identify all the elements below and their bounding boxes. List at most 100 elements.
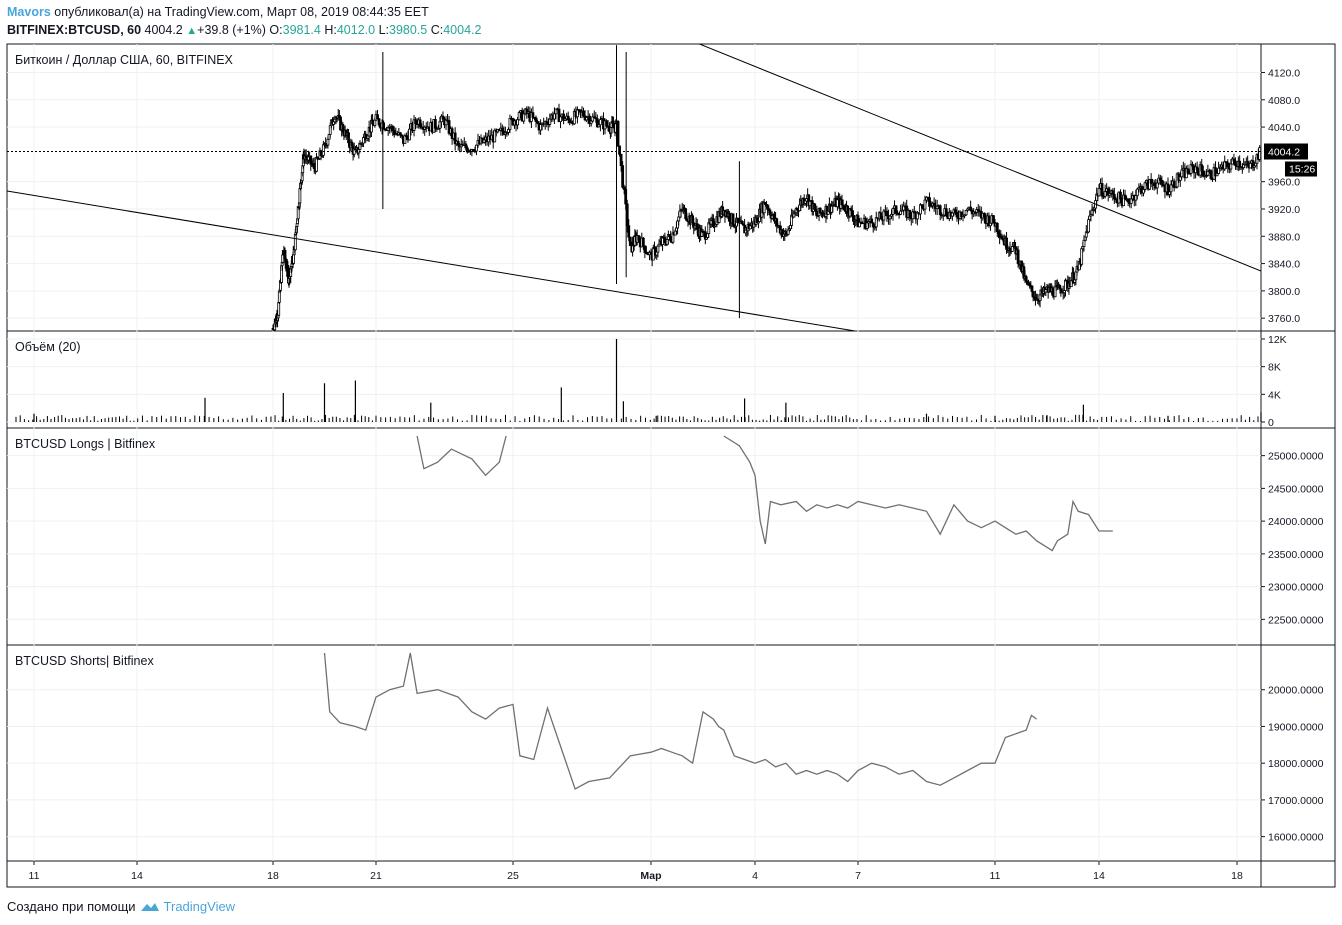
candle-body: [908, 209, 912, 217]
candle-body: [295, 223, 299, 227]
candle-body: [1166, 183, 1170, 196]
x-tick-label: 11: [990, 870, 1001, 882]
candle-body: [1162, 184, 1165, 187]
y-tick-label: 4K: [1268, 389, 1281, 401]
candle-body: [507, 129, 510, 133]
candle-body: [592, 116, 596, 119]
candle-body: [437, 127, 440, 130]
footer-text: Создано при помощи: [7, 899, 136, 914]
pane-title: Объём (20): [15, 340, 81, 354]
candle-body: [873, 226, 877, 229]
candle-body: [950, 212, 954, 217]
candle-body: [1226, 162, 1230, 168]
candle-body: [891, 208, 895, 215]
candle-body: [522, 113, 526, 122]
candle-body: [562, 113, 565, 121]
y-tick-label: 3760.0: [1268, 313, 1300, 325]
y-tick-label: 8K: [1268, 362, 1281, 374]
candle-body: [1112, 193, 1116, 200]
y-tick-label: 4080.0: [1268, 95, 1300, 107]
candle-body: [418, 119, 422, 128]
low-label: L:: [378, 23, 389, 37]
x-tick-label: 14: [1093, 870, 1105, 882]
candle-body: [925, 196, 928, 201]
candle-body: [882, 210, 886, 221]
candle-body: [326, 138, 330, 146]
y-tick-label: 16000.0000: [1268, 832, 1324, 844]
candle-body: [1013, 242, 1017, 248]
candle-body: [621, 165, 625, 188]
low-value: 3980.5: [389, 23, 428, 37]
candle-body: [858, 221, 861, 228]
candle-body: [944, 208, 948, 217]
candle-body: [456, 140, 460, 146]
candle-body: [1217, 167, 1220, 174]
candle-body: [403, 135, 407, 144]
candle-body: [591, 116, 595, 122]
candle-body: [618, 145, 621, 155]
candle-body: [1201, 170, 1205, 177]
candle-body: [1148, 179, 1151, 190]
candle-body: [377, 118, 381, 126]
candle-body: [1134, 195, 1138, 201]
candle-body: [482, 139, 486, 143]
candle-body: [1224, 161, 1228, 164]
candle-body: [1189, 164, 1193, 174]
symbol-label: BITFINEX:BTCUSD, 60: [7, 23, 142, 37]
price-series: [7, 44, 1261, 331]
candle-body: [1108, 193, 1112, 196]
candle-body: [643, 245, 647, 253]
candle-body: [928, 197, 931, 207]
candle-body: [890, 213, 893, 217]
resistance-trendline: [698, 44, 1261, 272]
author-name[interactable]: Mavors: [7, 5, 51, 19]
candle-body: [517, 112, 521, 121]
candle-body: [1168, 191, 1171, 196]
candle-body: [516, 119, 519, 126]
y-tick-label: 3920.0: [1268, 204, 1300, 216]
open-value: 3981.4: [282, 23, 321, 37]
candle-body: [1200, 164, 1204, 172]
candle-body: [1258, 147, 1261, 160]
candle-body: [1246, 161, 1250, 166]
candle-body: [637, 235, 641, 241]
y-tick-label: 23500.0000: [1268, 549, 1324, 561]
y-tick-label: 22500.0000: [1268, 614, 1324, 626]
tradingview-link[interactable]: TradingView: [163, 899, 236, 914]
published-text: опубликовал(а) на TradingView.com, Март …: [54, 5, 429, 19]
candle-body: [576, 109, 579, 118]
candle-body: [408, 128, 411, 141]
candle-body: [1097, 187, 1101, 197]
candle-body: [534, 117, 538, 122]
candle-body: [1123, 194, 1127, 200]
candle-body: [964, 209, 968, 216]
candle-body: [568, 119, 572, 124]
candle-body: [292, 254, 296, 264]
candle-body: [989, 222, 992, 227]
candle-body: [871, 222, 875, 228]
candle-body: [627, 225, 631, 238]
high-label: H:: [324, 23, 337, 37]
x-tick-label: Мар: [640, 870, 661, 882]
longs-line: [416, 435, 507, 477]
candle-body: [277, 302, 281, 316]
candle-body: [1087, 219, 1090, 233]
ohlc-legend: BITFINEX:BTCUSD, 60 4004.2 ▲+39.8 (+1%) …: [7, 23, 481, 37]
candle-body: [1137, 187, 1141, 190]
candle-body: [1180, 169, 1184, 178]
candle-body: [616, 120, 620, 147]
candle-body: [1186, 168, 1190, 174]
open-label: O:: [269, 23, 283, 37]
candle-body: [557, 108, 561, 123]
pane-title: BTCUSD Shorts| Bitfinex: [15, 654, 154, 668]
candle-body: [1195, 166, 1199, 171]
tradingview-logo-icon[interactable]: [140, 900, 160, 914]
candle-body: [1122, 194, 1125, 207]
candle-body: [392, 130, 396, 136]
candle-body: [1103, 191, 1107, 197]
chart-frame: [6, 43, 1336, 888]
candle-body: [505, 131, 509, 134]
candle-body: [298, 188, 302, 204]
shorts-line: [323, 652, 1037, 790]
